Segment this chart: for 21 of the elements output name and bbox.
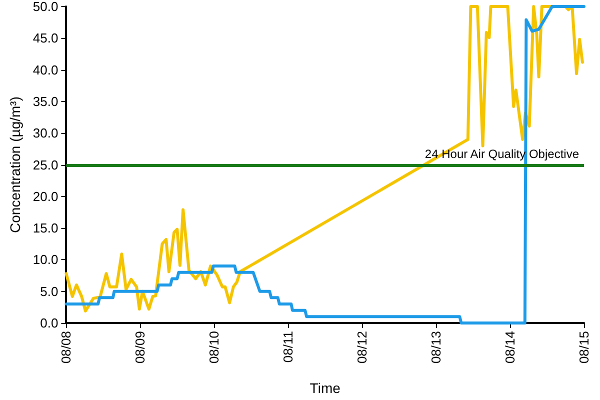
x-tick-label: 08/10 bbox=[206, 331, 222, 364]
y-tick-label: 30.0 bbox=[32, 126, 58, 141]
x-tick-label: 08/13 bbox=[428, 331, 444, 364]
x-tick-label: 08/14 bbox=[502, 331, 518, 364]
y-tick-label: 45.0 bbox=[32, 30, 58, 46]
y-tick-label: 5.0 bbox=[40, 284, 58, 299]
y-axis-title: Concentration (µg/m³) bbox=[7, 96, 23, 233]
x-tick-label: 08/08 bbox=[58, 331, 74, 364]
x-tick-label: 08/12 bbox=[354, 331, 370, 364]
y-tick-label: 0.0 bbox=[40, 316, 58, 330]
y-tick-label: 15.0 bbox=[32, 220, 58, 236]
y-tick-label: 40.0 bbox=[32, 62, 58, 78]
y-tick-label: 10.0 bbox=[32, 252, 58, 268]
y-tick-label: 35.0 bbox=[32, 94, 58, 109]
y-tick-label: 20.0 bbox=[32, 188, 58, 204]
x-tick-label: 08/15 bbox=[576, 331, 592, 364]
y-tick-label: 50.0 bbox=[32, 0, 58, 14]
x-tick-label: 08/09 bbox=[132, 331, 148, 364]
x-axis-title: Time bbox=[310, 380, 341, 396]
x-tick-label: 08/11 bbox=[280, 331, 296, 363]
y-tick-label: 25.0 bbox=[32, 157, 58, 172]
